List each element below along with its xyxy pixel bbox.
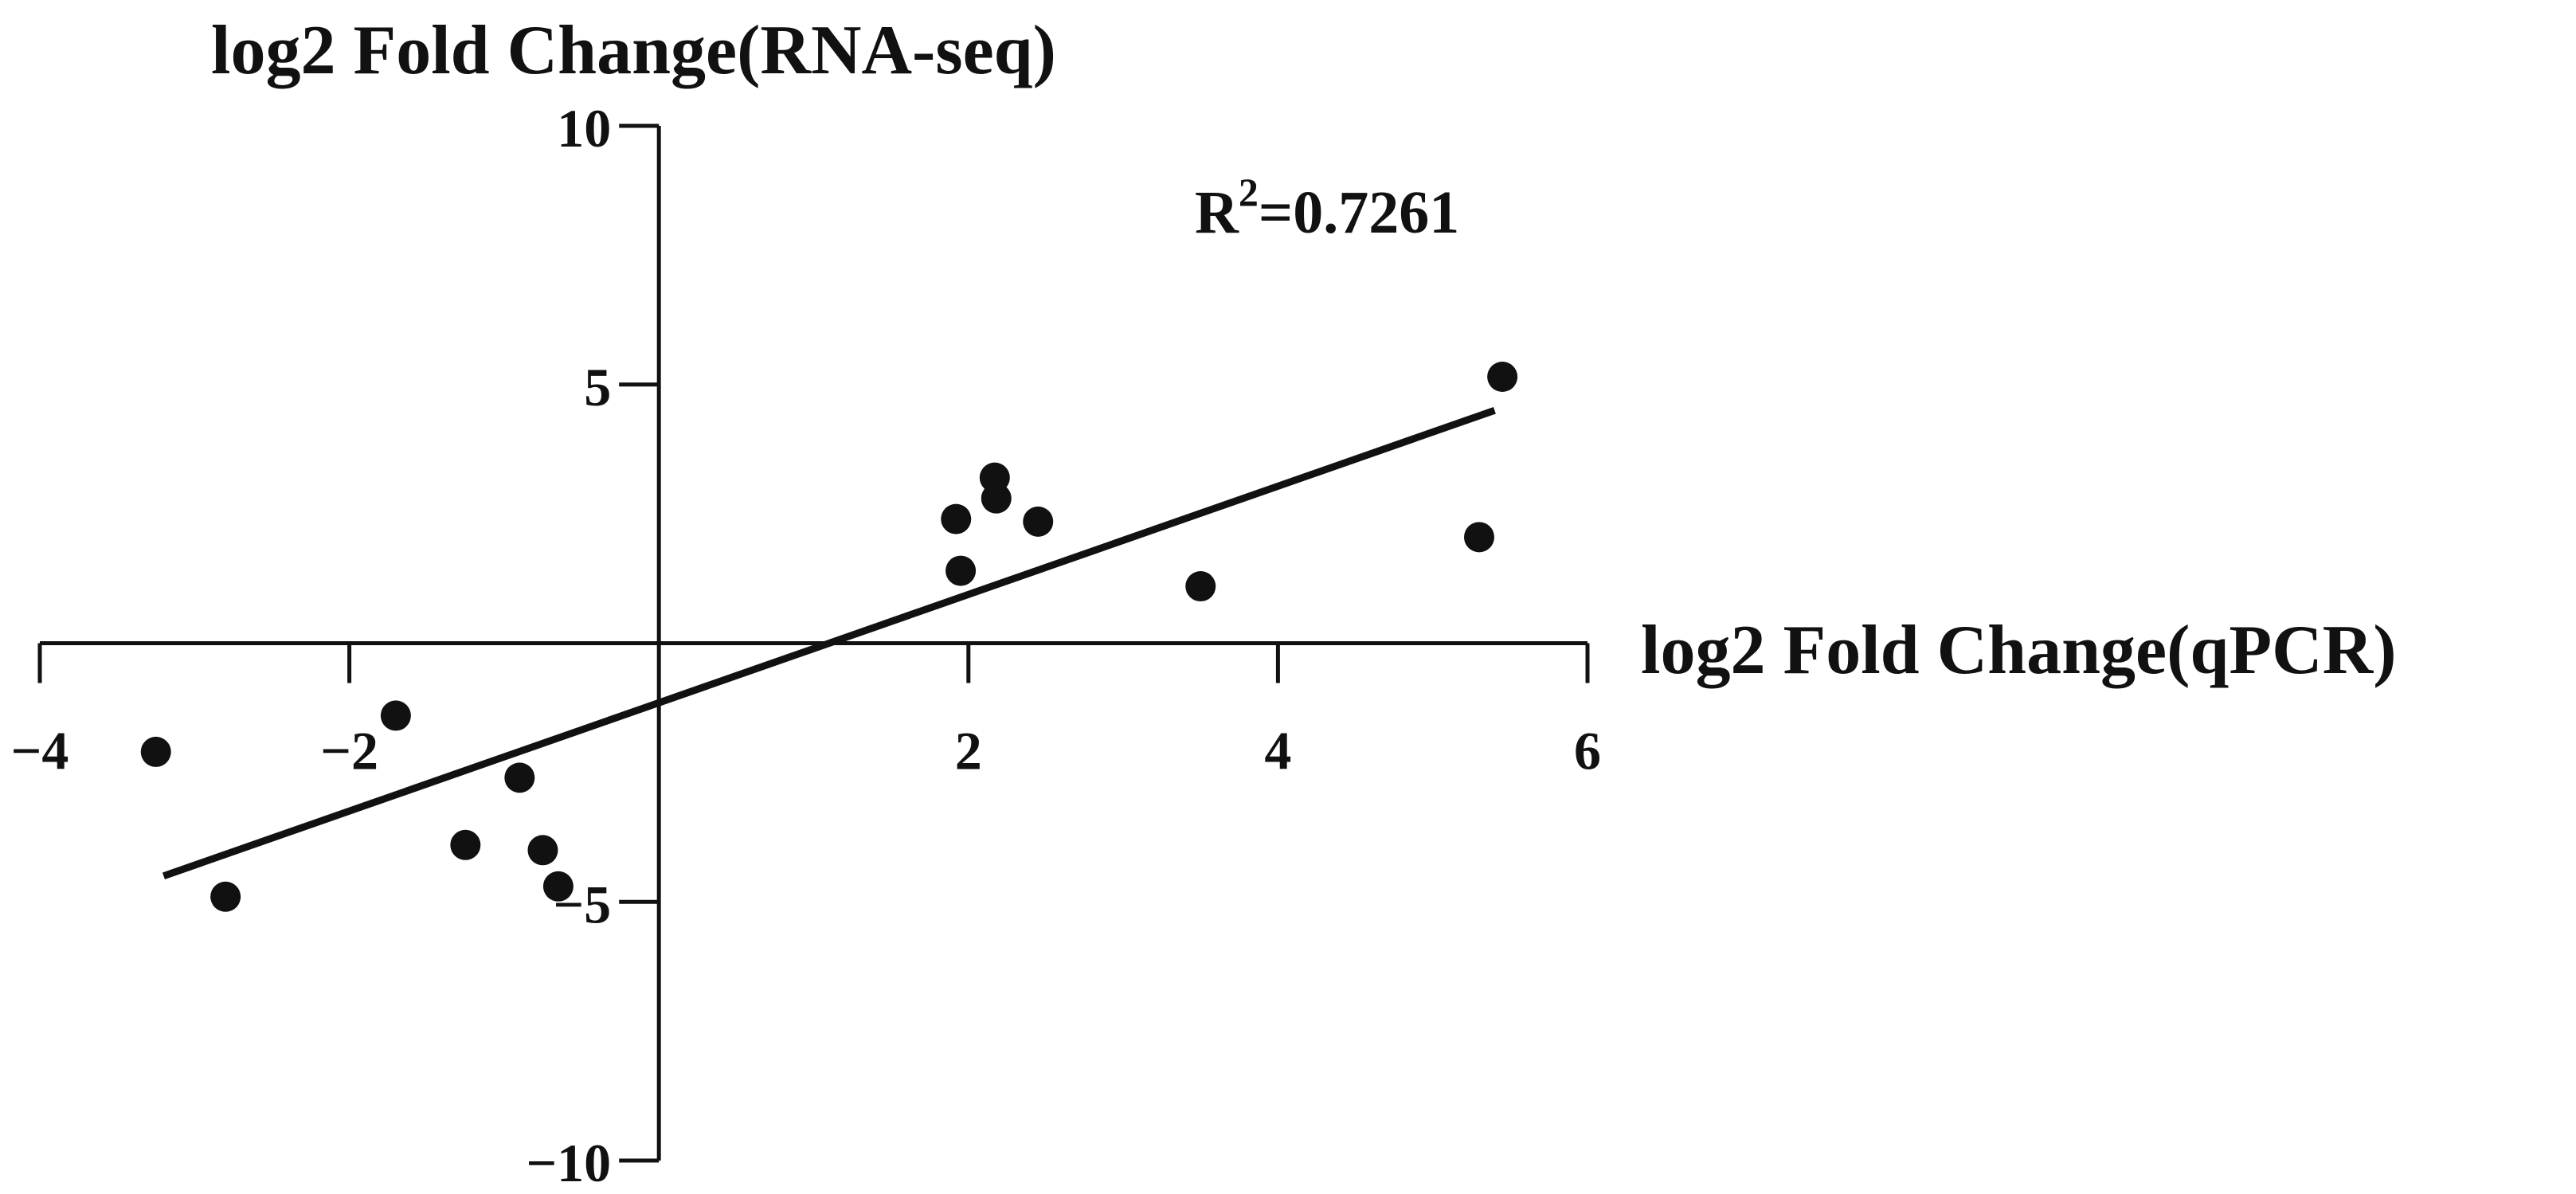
y-tick-label: −10 [526, 1133, 611, 1193]
data-point [210, 881, 241, 912]
data-point [981, 483, 1012, 514]
x-tick-label: 4 [1264, 721, 1291, 781]
r-squared-superscript: 2 [1239, 170, 1259, 214]
data-point [380, 700, 411, 731]
r-squared-annotation: R2=0.7261 [1195, 170, 1459, 246]
fit-line-group [162, 406, 1496, 880]
r-squared-value: =0.7261 [1259, 179, 1459, 246]
y-axis-title: log2 Fold Change(RNA-seq) [211, 12, 1056, 89]
data-point [1185, 571, 1216, 602]
data-point [542, 871, 574, 902]
data-point [504, 762, 535, 793]
data-point [1487, 362, 1518, 393]
x-axis-title: log2 Fold Change(qPCR) [1641, 612, 2397, 689]
y-tick-label: 10 [557, 98, 611, 159]
data-point [140, 736, 171, 767]
x-tick-label: −2 [320, 721, 378, 781]
data-point [945, 555, 977, 586]
regression-line [162, 406, 1496, 880]
data-point [450, 829, 481, 860]
data-points [140, 362, 1518, 912]
x-tick-label: 2 [955, 721, 982, 781]
y-tick-label: 5 [584, 357, 611, 417]
x-tick-label: 6 [1574, 721, 1601, 781]
axes [40, 126, 1587, 1161]
data-point [1023, 506, 1054, 537]
data-point [527, 835, 558, 866]
data-point [1463, 522, 1494, 553]
data-point [941, 503, 972, 534]
x-tick-label: −4 [11, 721, 69, 781]
r-squared-symbol: R [1195, 179, 1239, 246]
